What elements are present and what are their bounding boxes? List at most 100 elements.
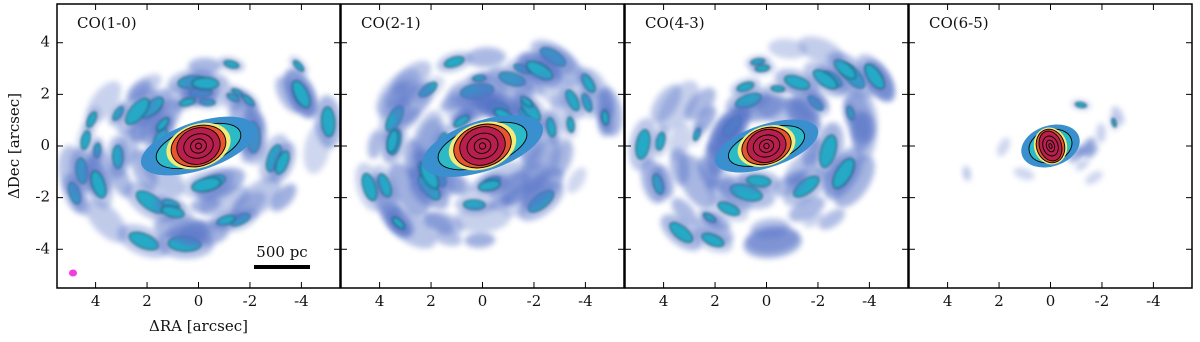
emission-peak xyxy=(819,134,837,168)
emission-blob xyxy=(1013,167,1035,180)
emission-blob xyxy=(793,95,820,121)
emission-blob xyxy=(693,105,717,134)
emission-peak xyxy=(717,201,741,216)
emission-blob xyxy=(534,72,569,109)
emission-blob xyxy=(684,87,716,121)
x-tick-label: -4 xyxy=(294,292,309,310)
emission-peak xyxy=(1075,101,1087,108)
x-tick-label: 2 xyxy=(426,292,436,310)
emission-blob xyxy=(109,162,132,198)
y-tick-label: -4 xyxy=(35,239,50,257)
emission-blob xyxy=(1096,123,1106,143)
emission-peak xyxy=(386,129,399,154)
emission-peak xyxy=(361,172,378,202)
emission-blob xyxy=(58,145,84,195)
y-tick-label: -2 xyxy=(35,188,50,206)
x-tick-label: 4 xyxy=(659,292,669,310)
core-contour xyxy=(763,142,770,150)
x-tick-label: 4 xyxy=(943,292,953,310)
x-tick-label: 0 xyxy=(1046,292,1056,310)
emission-peak xyxy=(601,110,609,126)
emission-peak xyxy=(770,85,785,93)
emission-peak xyxy=(566,116,575,133)
emission-peak xyxy=(161,205,185,219)
emission-peak xyxy=(275,150,290,175)
emission-blob xyxy=(1068,146,1086,163)
x-tick-label: -2 xyxy=(243,292,258,310)
emission-blob xyxy=(464,232,496,248)
emission-blob xyxy=(657,80,699,132)
emission-blob xyxy=(476,69,535,102)
emission-peak xyxy=(736,81,755,92)
emission-blob xyxy=(844,82,878,141)
emission-blob xyxy=(654,164,674,198)
emission-blob xyxy=(70,187,90,216)
emission-map xyxy=(58,56,340,259)
emission-peak xyxy=(90,170,107,199)
emission-blob xyxy=(85,199,128,243)
emission-blob xyxy=(1075,159,1089,171)
emission-peak xyxy=(444,56,465,68)
emission-peak xyxy=(701,233,725,248)
emission-peak xyxy=(784,75,811,90)
y-axis-label: ΔDec [arcsec] xyxy=(5,93,23,199)
emission-peak xyxy=(293,60,304,72)
emission-blob xyxy=(1111,106,1125,125)
emission-peak xyxy=(392,216,405,230)
emission-blob xyxy=(439,94,465,112)
emission-blob xyxy=(232,177,282,221)
emission-blob xyxy=(1085,144,1098,159)
x-tick-label: 0 xyxy=(478,292,488,310)
emission-peak xyxy=(156,117,170,132)
emission-peak xyxy=(832,158,855,189)
emission-blob xyxy=(433,230,463,246)
x-tick-label: -2 xyxy=(811,292,826,310)
y-tick-label: 4 xyxy=(40,33,50,51)
x-tick-label: 4 xyxy=(375,292,385,310)
emission-blob xyxy=(997,137,1011,157)
emission-blob xyxy=(677,154,716,209)
x-tick-label: 2 xyxy=(142,292,152,310)
emission-peak xyxy=(125,97,150,125)
emission-blob xyxy=(962,165,971,182)
emission-blob xyxy=(1085,171,1103,185)
emission-blob xyxy=(798,36,844,66)
core-contour xyxy=(478,142,487,150)
emission-map xyxy=(355,39,623,249)
x-tick-label: -2 xyxy=(527,292,542,310)
emission-blob xyxy=(446,99,479,121)
emission-peak xyxy=(291,80,311,109)
emission-blob xyxy=(422,213,455,233)
x-tick-label: -4 xyxy=(862,292,877,310)
emission-blob xyxy=(772,173,806,197)
beam xyxy=(69,269,77,277)
emission-peak xyxy=(655,131,666,151)
emission-peak xyxy=(746,175,772,187)
emission-blob xyxy=(393,82,433,125)
x-tick-label: 0 xyxy=(762,292,772,310)
panel-title: CO(6-5) xyxy=(929,14,989,32)
emission-blob xyxy=(819,208,845,230)
emission-peak xyxy=(812,69,838,90)
scale-bar-label: 500 pc xyxy=(256,243,307,261)
emission-peak xyxy=(223,60,240,69)
core-contour xyxy=(1048,143,1053,149)
panel-title: CO(2-1) xyxy=(361,14,421,32)
emission-blob xyxy=(118,128,139,167)
emission-blob xyxy=(671,197,698,226)
y-tick-label: 0 xyxy=(40,136,50,154)
panel-title: CO(1-0) xyxy=(77,14,137,32)
emission-peak xyxy=(321,106,336,138)
x-tick-label: -2 xyxy=(1095,292,1110,310)
emission-peak xyxy=(179,97,196,107)
emission-blob xyxy=(669,121,691,162)
emission-blob xyxy=(745,225,799,254)
emission-peak xyxy=(546,117,557,138)
x-tick-label: 2 xyxy=(710,292,720,310)
emission-blob xyxy=(537,45,585,87)
emission-peak xyxy=(669,222,693,243)
emission-blob xyxy=(388,162,430,217)
emission-blob xyxy=(384,81,409,109)
emission-blob xyxy=(810,91,829,111)
